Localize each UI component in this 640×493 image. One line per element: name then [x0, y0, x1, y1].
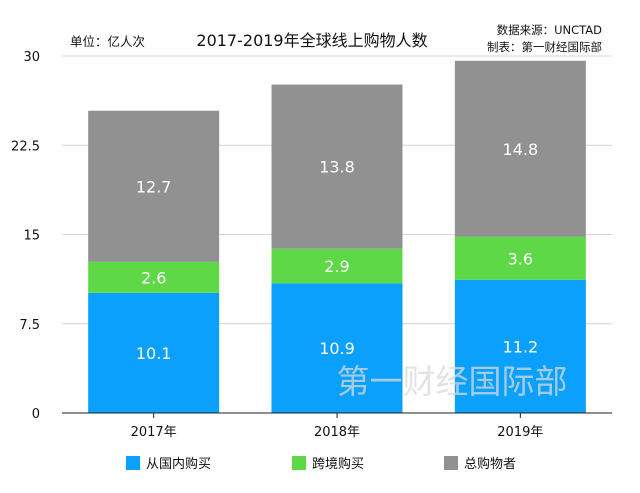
chart-title: 2017-2019年全球线上购物人数: [196, 31, 427, 50]
bar-segment: [454, 279, 586, 413]
data-label: 10.1: [136, 344, 172, 363]
legend-swatch: [126, 456, 140, 470]
y-tick-label: 15: [23, 229, 40, 244]
y-tick-label: 22.5: [11, 139, 40, 154]
watermark: 第一财经国际部: [337, 362, 568, 401]
bar-segment: [454, 236, 586, 280]
source-label: 数据来源：UNCTAD: [497, 23, 603, 37]
data-label: 13.8: [319, 158, 355, 177]
y-tick-label: 7.5: [19, 318, 40, 333]
x-tick-label: 2018年: [314, 425, 360, 440]
bar-segment: [88, 261, 220, 293]
legend: 从国内购买 跨境购买 总购物者: [126, 456, 516, 472]
x-tick-label: 2017年: [131, 425, 177, 440]
legend-swatch: [292, 456, 306, 470]
bar-segment: [88, 110, 220, 262]
y-tick-label: 30: [23, 50, 40, 65]
data-label: 2.9: [324, 257, 349, 276]
unit-label: 单位：亿人次: [70, 34, 145, 49]
data-label: 10.9: [319, 339, 355, 358]
bar-segment: [271, 283, 403, 413]
data-label: 3.6: [508, 249, 533, 268]
y-tick-label: 0: [32, 407, 40, 422]
legend-swatch: [444, 456, 458, 470]
bar-segment: [454, 60, 586, 237]
x-tick-label: 2019年: [497, 425, 543, 440]
legend-label: 跨境购买: [312, 456, 364, 472]
bar-segment: [88, 292, 220, 413]
legend-label: 从国内购买: [146, 456, 211, 472]
axes: 0 7.5 15 22.5 30 2017年 2018年 2019年: [11, 50, 612, 440]
bar-segment: [271, 248, 403, 284]
data-label: 14.8: [503, 140, 539, 159]
data-label: 2.6: [141, 268, 166, 287]
bars: 10.1 2.6 12.7 10.9 2.9 13.8 11.2 3.6 14.8: [88, 60, 586, 413]
bar-segment: [271, 84, 403, 249]
legend-label: 总购物者: [464, 456, 516, 472]
data-label: 12.7: [136, 177, 172, 196]
data-label: 11.2: [503, 337, 539, 356]
maker-label: 制表：第一财经国际部: [487, 40, 602, 54]
